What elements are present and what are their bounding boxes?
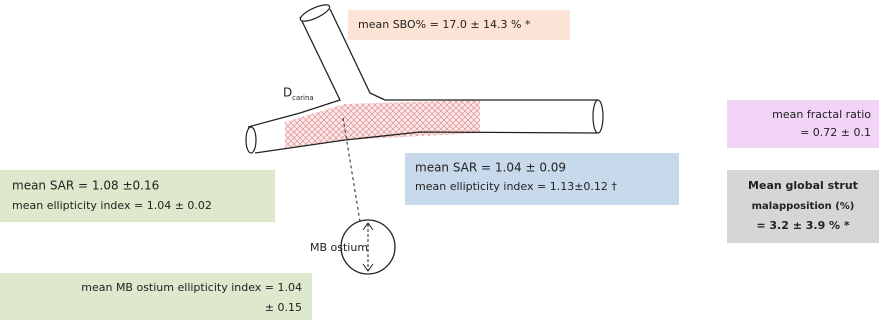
d-label: D xyxy=(283,86,292,100)
dist-label: mean SAR = 1.04 ± 0.09 xyxy=(415,161,566,175)
prox-label: mean ellipticity index = 1.04 ± 0.02 xyxy=(12,199,212,212)
ostium-label: ± 0.15 xyxy=(265,301,302,314)
diagram: mean SBO% = 17.0 ± 14.3 % * D carina mea… xyxy=(0,0,879,320)
strut-label: = 3.2 ± 3.9 % * xyxy=(756,219,850,232)
mb-ostium-label: MB ostium xyxy=(310,241,368,254)
branch-end xyxy=(298,2,331,25)
dist-label: mean ellipticity index = 1.13±0.12 † xyxy=(415,180,617,193)
ostium-label: mean MB ostium ellipticity index = 1.04 xyxy=(81,281,302,294)
strut-label: Mean global strut xyxy=(748,179,858,192)
vessel-end xyxy=(593,100,603,133)
vessel-end xyxy=(246,127,256,153)
strut-label: malapposition (%) xyxy=(752,201,855,212)
sbo-label: mean SBO% = 17.0 ± 14.3 % * xyxy=(358,18,531,31)
fractal-label: = 0.72 ± 0.1 xyxy=(800,126,871,139)
d-sub: carina xyxy=(292,94,314,102)
stent xyxy=(285,100,480,149)
fractal-label: mean fractal ratio xyxy=(772,108,871,121)
prox-label: mean SAR = 1.08 ±0.16 xyxy=(12,179,159,193)
